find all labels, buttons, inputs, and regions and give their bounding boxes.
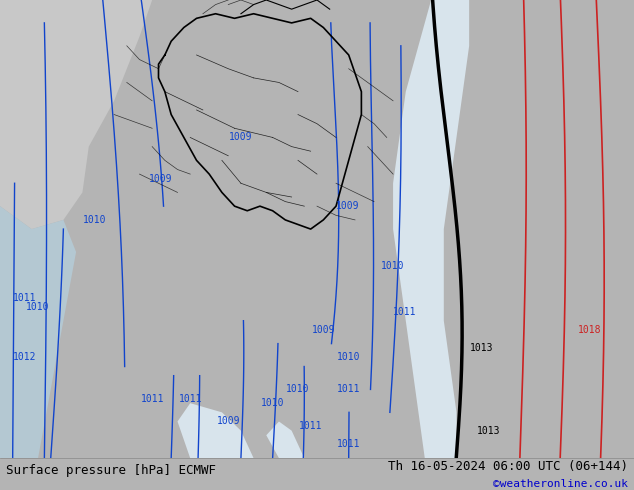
Text: 1011: 1011 (337, 385, 361, 394)
Text: 1010: 1010 (380, 261, 404, 271)
Text: 1010: 1010 (286, 385, 310, 394)
Text: 1010: 1010 (82, 215, 106, 225)
Text: 1011: 1011 (13, 293, 36, 303)
Text: 1013: 1013 (476, 426, 500, 436)
Text: 1010: 1010 (25, 302, 49, 312)
Text: 1010: 1010 (337, 352, 361, 363)
Polygon shape (266, 421, 304, 458)
Text: 1009: 1009 (216, 416, 240, 426)
Text: 1012: 1012 (13, 352, 36, 363)
Text: 1009: 1009 (229, 132, 253, 143)
Text: 1018: 1018 (578, 325, 602, 335)
Text: 1013: 1013 (470, 343, 494, 353)
Text: 1009: 1009 (149, 173, 172, 184)
Polygon shape (0, 0, 152, 229)
Text: ©weatheronline.co.uk: ©weatheronline.co.uk (493, 479, 628, 489)
Text: Th 16-05-2024 06:00 UTC (06+144): Th 16-05-2024 06:00 UTC (06+144) (387, 460, 628, 473)
Text: 1010: 1010 (261, 398, 285, 408)
Text: 1011: 1011 (393, 307, 417, 317)
Text: 1011: 1011 (337, 440, 361, 449)
Text: 1009: 1009 (311, 325, 335, 335)
Text: 1011: 1011 (178, 393, 202, 404)
Text: Surface pressure [hPa] ECMWF: Surface pressure [hPa] ECMWF (6, 464, 216, 477)
Text: 1009: 1009 (336, 201, 359, 211)
Polygon shape (0, 206, 76, 458)
Polygon shape (393, 0, 469, 458)
Text: 1011: 1011 (299, 421, 323, 431)
Polygon shape (178, 403, 254, 458)
Text: 1011: 1011 (140, 393, 164, 404)
